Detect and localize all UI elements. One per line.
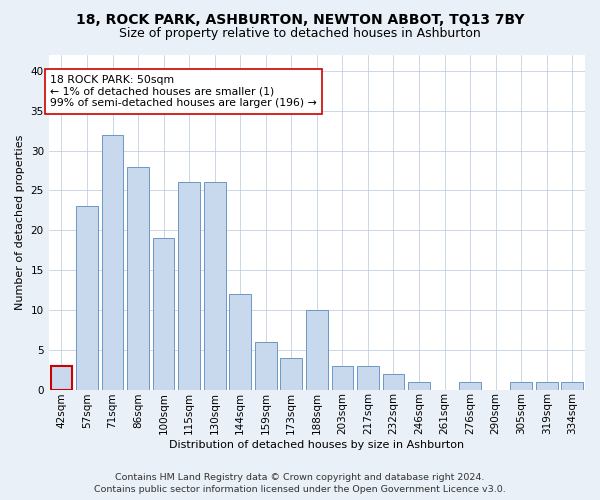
- Bar: [280, 358, 302, 390]
- Bar: [306, 310, 328, 390]
- Bar: [178, 182, 200, 390]
- Text: 18 ROCK PARK: 50sqm
← 1% of detached houses are smaller (1)
99% of semi-detached: 18 ROCK PARK: 50sqm ← 1% of detached hou…: [50, 75, 317, 108]
- Text: Size of property relative to detached houses in Ashburton: Size of property relative to detached ho…: [119, 28, 481, 40]
- Bar: [50, 366, 72, 390]
- Bar: [153, 238, 175, 390]
- Bar: [127, 166, 149, 390]
- Bar: [383, 374, 404, 390]
- Y-axis label: Number of detached properties: Number of detached properties: [15, 134, 25, 310]
- Bar: [76, 206, 98, 390]
- Bar: [459, 382, 481, 390]
- Bar: [332, 366, 353, 390]
- Text: Contains HM Land Registry data © Crown copyright and database right 2024.
Contai: Contains HM Land Registry data © Crown c…: [94, 472, 506, 494]
- Bar: [255, 342, 277, 390]
- Bar: [229, 294, 251, 390]
- Text: 18, ROCK PARK, ASHBURTON, NEWTON ABBOT, TQ13 7BY: 18, ROCK PARK, ASHBURTON, NEWTON ABBOT, …: [76, 12, 524, 26]
- Bar: [357, 366, 379, 390]
- Bar: [101, 134, 124, 390]
- Bar: [204, 182, 226, 390]
- Bar: [408, 382, 430, 390]
- Bar: [562, 382, 583, 390]
- X-axis label: Distribution of detached houses by size in Ashburton: Distribution of detached houses by size …: [169, 440, 464, 450]
- Bar: [536, 382, 557, 390]
- Bar: [510, 382, 532, 390]
